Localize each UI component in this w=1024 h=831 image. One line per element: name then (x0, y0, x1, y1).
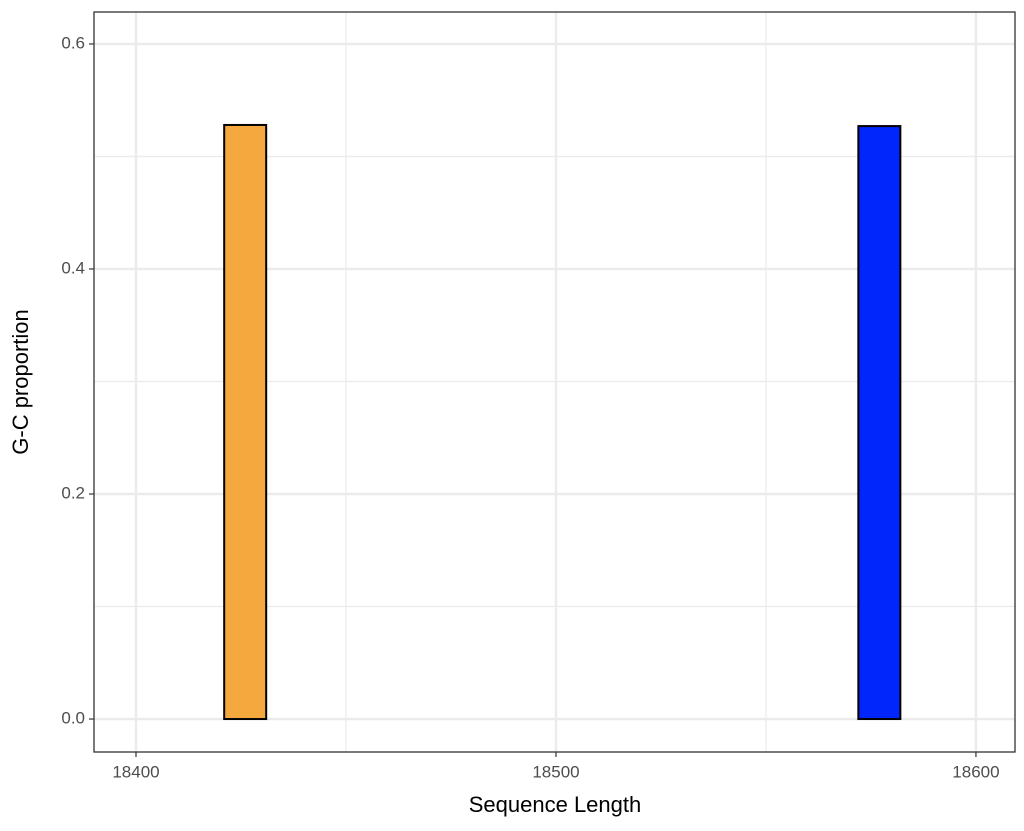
x-tick-label: 18600 (952, 762, 999, 781)
bar (857, 125, 902, 721)
bar (223, 123, 268, 721)
y-tick-label: 0.4 (61, 258, 85, 277)
y-axis-title: G-C proportion (8, 309, 33, 455)
y-tick-label: 0.0 (61, 709, 85, 728)
y-tick-label: 0.2 (61, 483, 85, 502)
x-tick-label: 18400 (112, 762, 159, 781)
plot-border (93, 11, 1016, 753)
x-tick-label: 18500 (532, 762, 579, 781)
y-tick-label: 0.6 (61, 33, 85, 52)
x-axis-title: Sequence Length (469, 792, 642, 817)
